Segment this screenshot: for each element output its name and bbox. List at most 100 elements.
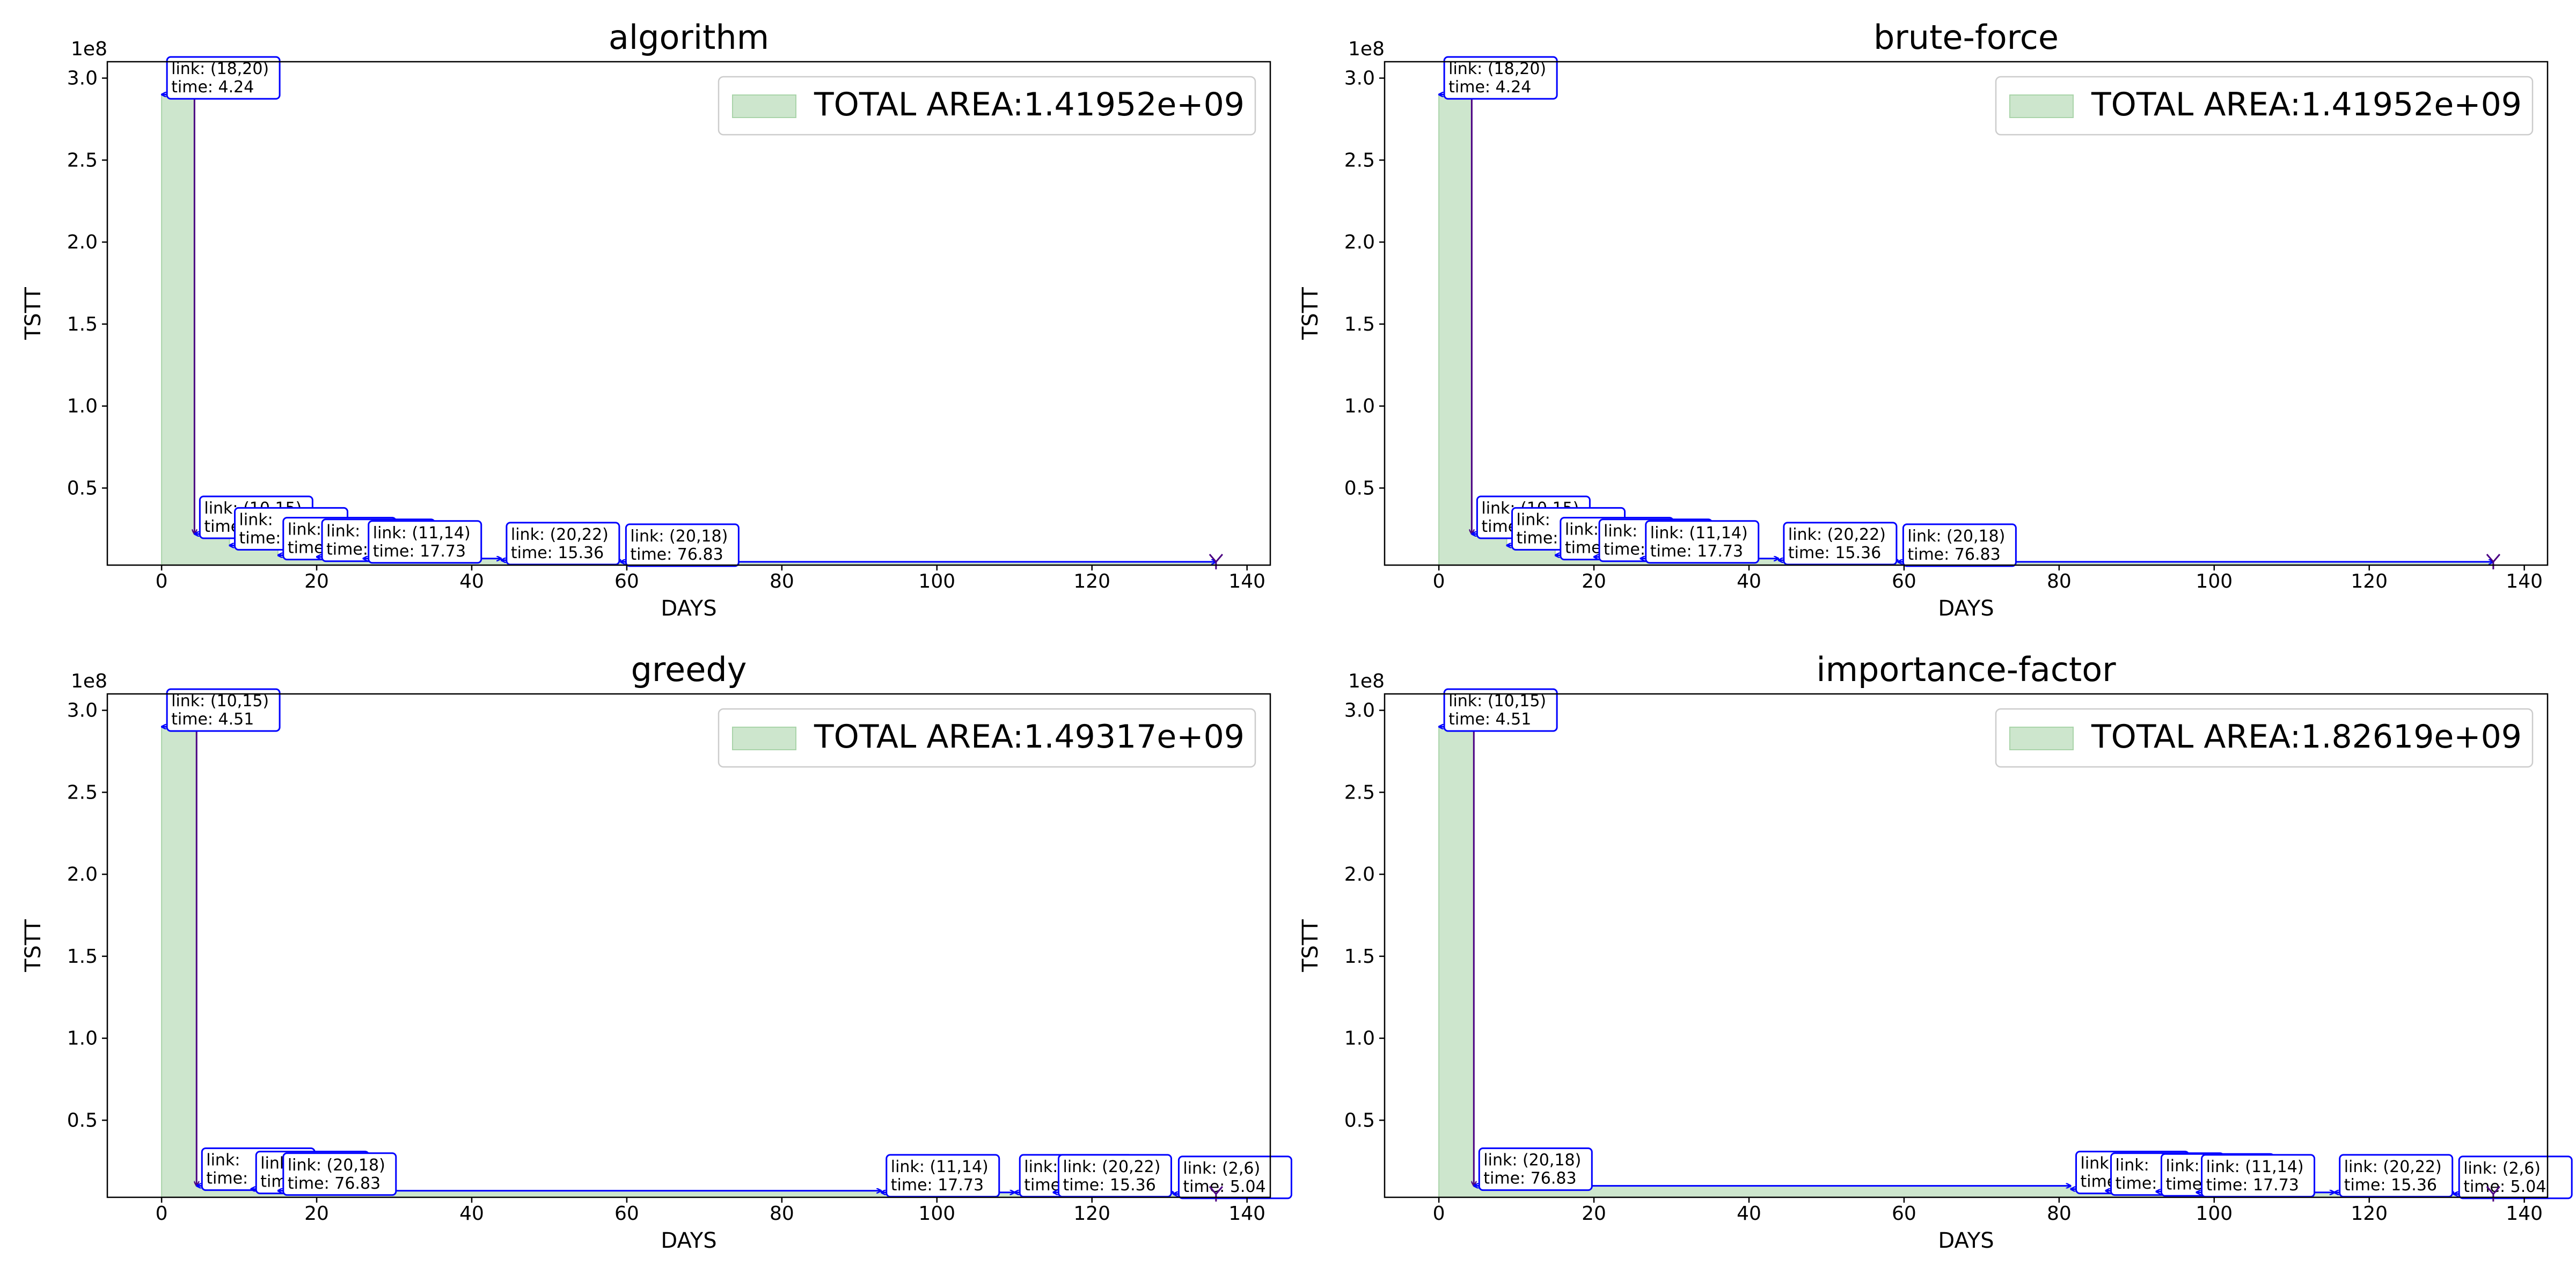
y-tick-label: 3.0 bbox=[67, 68, 98, 90]
y-axis-label: TSTT bbox=[1298, 287, 1323, 340]
repair-time-label: time: 76.83 bbox=[630, 545, 723, 564]
repair-label-box bbox=[1443, 688, 1558, 732]
x-tick-label: 40 bbox=[1737, 1203, 1761, 1225]
repair-link-label: link: (11,14) bbox=[373, 524, 471, 543]
repair-time-label: time: 17.73 bbox=[1650, 542, 1743, 561]
axes-frame bbox=[106, 61, 1271, 566]
x-tick-label: 120 bbox=[1073, 570, 1110, 592]
legend-box bbox=[718, 76, 1256, 136]
y-axis-exponent: 1e8 bbox=[71, 38, 107, 60]
repair-time-label: time: 5.04 bbox=[2463, 1177, 2546, 1196]
repair-time-label: time: 15.36 bbox=[1063, 1176, 1155, 1195]
y-tick-label: 1.5 bbox=[1344, 313, 1375, 335]
x-tick-label: 60 bbox=[614, 1203, 639, 1225]
x-tick-label: 80 bbox=[770, 570, 794, 592]
repair-link-label: link: bbox=[239, 510, 273, 529]
legend-swatch bbox=[2009, 727, 2074, 750]
repair-time-label: time: bbox=[1517, 529, 1558, 547]
x-tick-label: 100 bbox=[2196, 570, 2233, 592]
x-tick-label: 100 bbox=[918, 570, 955, 592]
x-tick-label: 20 bbox=[304, 570, 329, 592]
y-axis-exponent: 1e8 bbox=[1348, 670, 1385, 692]
repair-time-label: time: bbox=[206, 1169, 248, 1188]
repair-time-label: time: 15.36 bbox=[1788, 544, 1881, 562]
x-tick-label: 20 bbox=[1582, 1203, 1606, 1225]
repair-link-label: link: (18,20) bbox=[1448, 60, 1546, 78]
subplot-greedy: link: (10,15)time: 4.51link:time:link:ti… bbox=[21, 650, 1292, 1253]
repair-link-label: link: (11,14) bbox=[891, 1158, 989, 1176]
repair-link-label: link: (20,22) bbox=[511, 525, 609, 544]
legend-label: TOTAL AREA:1.82619e+09 bbox=[2091, 718, 2522, 756]
legend: TOTAL AREA:1.41952e+09 bbox=[718, 76, 1256, 136]
repair-link-label: link: (20,22) bbox=[2344, 1158, 2442, 1176]
x-tick-label: 0 bbox=[156, 1203, 168, 1225]
legend-label: TOTAL AREA:1.41952e+09 bbox=[2091, 86, 2522, 123]
y-tick-label: 1.5 bbox=[67, 946, 98, 968]
legend: TOTAL AREA:1.49317e+09 bbox=[718, 708, 1256, 768]
x-axis-label: DAYS bbox=[1938, 596, 1994, 621]
repair-link-label: link: (20,18) bbox=[1907, 527, 2005, 546]
x-tick-label: 140 bbox=[1228, 1203, 1265, 1225]
repair-time-label: time: 17.73 bbox=[891, 1176, 984, 1195]
y-tick-label: 0.5 bbox=[67, 477, 98, 499]
x-tick-label: 40 bbox=[1737, 570, 1761, 592]
y-tick-label: 1.0 bbox=[67, 1028, 98, 1050]
y-tick-label: 1.5 bbox=[67, 313, 98, 335]
y-tick-label: 2.0 bbox=[1344, 863, 1375, 885]
repair-link-label: link: (20,18) bbox=[630, 527, 728, 546]
y-axis-exponent: 1e8 bbox=[1348, 38, 1385, 60]
y-tick-label: 1.0 bbox=[1344, 1028, 1375, 1050]
x-tick-label: 0 bbox=[1433, 1203, 1445, 1225]
y-axis-exponent: 1e8 bbox=[71, 670, 107, 692]
repair-link-label: link: bbox=[1565, 521, 1599, 539]
x-tick-label: 140 bbox=[2506, 1203, 2543, 1225]
x-tick-label: 120 bbox=[2351, 570, 2388, 592]
y-tick-label: 3.0 bbox=[67, 700, 98, 722]
repair-label-box bbox=[1478, 1147, 1593, 1191]
repair-link-label: link: (20,22) bbox=[1788, 525, 1886, 544]
repair-link-label: link: (2,6) bbox=[2463, 1159, 2541, 1178]
axes-frame bbox=[106, 693, 1271, 1198]
x-tick-label: 60 bbox=[1892, 1203, 1916, 1225]
y-tick-label: 2.5 bbox=[1344, 781, 1375, 803]
repair-label-box bbox=[166, 688, 281, 732]
x-tick-label: 100 bbox=[918, 1203, 955, 1225]
y-tick-label: 3.0 bbox=[1344, 700, 1375, 722]
total-area-fill bbox=[1438, 726, 2494, 1198]
repair-label-box bbox=[1645, 520, 1760, 564]
repair-link-label: link: bbox=[2116, 1156, 2149, 1175]
subplot-title: algorithm bbox=[609, 18, 769, 57]
repair-link-label: link: bbox=[2165, 1157, 2199, 1175]
repair-time-label: time: 4.51 bbox=[1448, 710, 1531, 729]
x-tick-label: 60 bbox=[614, 570, 639, 592]
repair-link-label: link: (20,18) bbox=[288, 1156, 385, 1175]
x-tick-label: 20 bbox=[1582, 570, 1606, 592]
legend-swatch bbox=[732, 94, 796, 118]
repair-time-label: time: 76.83 bbox=[288, 1174, 380, 1193]
repair-time-label: time: 15.36 bbox=[2344, 1176, 2437, 1195]
repair-link-label: link: bbox=[288, 521, 321, 539]
repair-label-box bbox=[166, 56, 281, 100]
axes-frame bbox=[1384, 693, 2549, 1198]
repair-time-label: time: 76.83 bbox=[1907, 545, 2000, 564]
repair-time-label: time: bbox=[239, 529, 281, 547]
x-tick-label: 120 bbox=[2351, 1203, 2388, 1225]
repair-time-label: time: 4.51 bbox=[171, 710, 254, 729]
x-tick-label: 0 bbox=[1433, 570, 1445, 592]
repair-time-label: time: bbox=[326, 540, 368, 559]
repair-label-box bbox=[1443, 56, 1558, 100]
y-tick-label: 1.5 bbox=[1344, 946, 1375, 968]
repair-link-label: link: (11,14) bbox=[1650, 524, 1748, 543]
x-tick-label: 80 bbox=[2047, 570, 2072, 592]
x-tick-label: 100 bbox=[2196, 1203, 2233, 1225]
x-tick-label: 80 bbox=[2047, 1203, 2072, 1225]
repair-link-label: link: (20,22) bbox=[1063, 1158, 1160, 1176]
repair-link-label: link: bbox=[206, 1151, 240, 1170]
repair-link-label: link: bbox=[1517, 510, 1550, 529]
total-area-fill bbox=[161, 726, 1217, 1198]
repair-time-label: time: 15.36 bbox=[511, 544, 604, 562]
axes-frame bbox=[1384, 61, 2549, 566]
y-tick-label: 3.0 bbox=[1344, 68, 1375, 90]
